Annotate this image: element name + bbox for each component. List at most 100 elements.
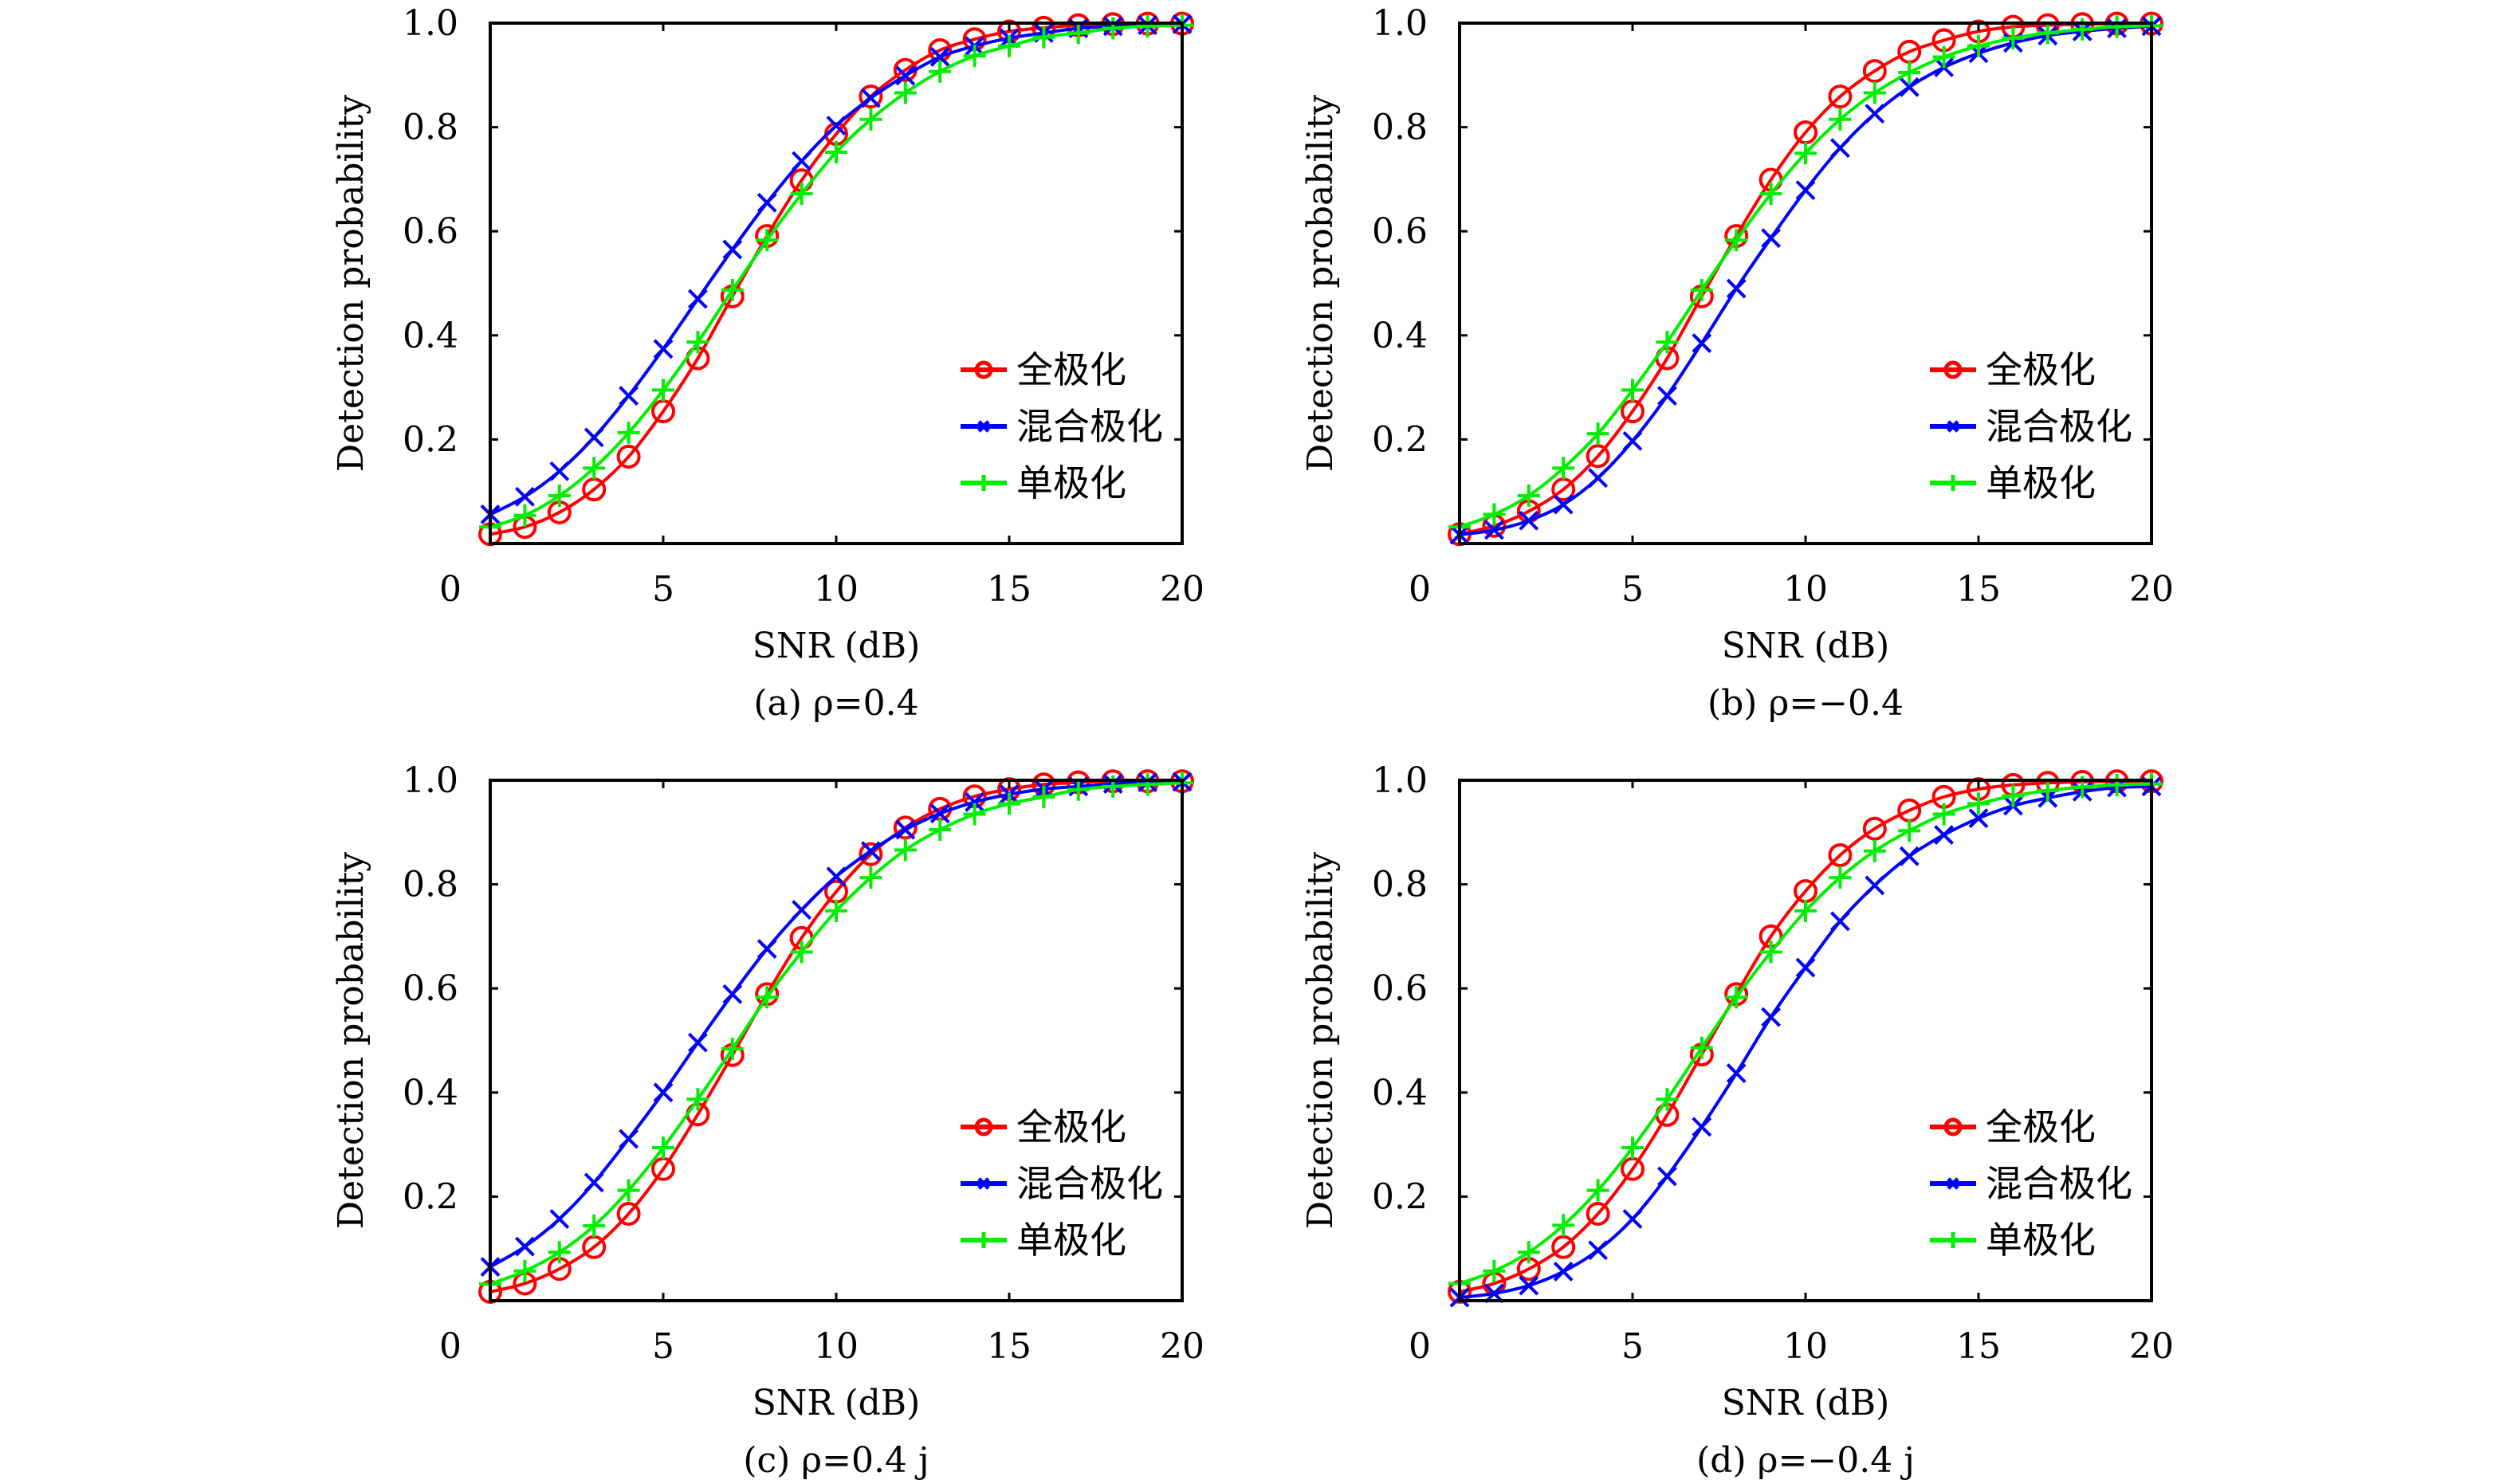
data-point: [895, 65, 916, 86]
data-point: [1692, 1117, 1712, 1137]
series-group: [478, 769, 1194, 1304]
y-tick-label: 1.0: [403, 3, 458, 44]
series-2: [1448, 772, 2163, 1295]
legend-item-1: 混合极化: [961, 1162, 1163, 1205]
data-point: [1519, 1275, 1539, 1296]
legend-label: 混合极化: [1986, 1162, 2132, 1205]
data-point: [998, 34, 1020, 57]
legend-label: 单极化: [1016, 461, 1126, 504]
x-marker-stroke: [722, 983, 743, 1004]
x-marker-stroke: [687, 1032, 708, 1053]
legend-item-0: 全极化: [1930, 348, 2096, 391]
data-point: [584, 1172, 604, 1193]
x-marker-stroke: [653, 339, 674, 359]
data-point: [1865, 104, 1885, 124]
y-tick-label: 0.2: [1372, 1176, 1428, 1217]
data-point: [1586, 422, 1609, 446]
legend-label: 混合极化: [1016, 1162, 1163, 1205]
data-point: [1932, 45, 1955, 69]
panel-caption: (d) ρ=−0.4 j: [1696, 1440, 1915, 1481]
legend-label: 混合极化: [1016, 405, 1163, 448]
x-tick-label: 20: [1160, 1326, 1204, 1367]
data-point: [2105, 15, 2128, 38]
data-point: [1725, 986, 1748, 1009]
data-point: [1828, 843, 1853, 868]
x-marker-stroke: [1795, 957, 1816, 978]
x-marker-stroke: [756, 939, 777, 959]
data-point: [859, 108, 882, 131]
x-marker-stroke: [1622, 430, 1643, 451]
data-point: [548, 484, 571, 507]
x-marker-stroke: [1899, 77, 1920, 97]
data-point: [1862, 816, 1887, 841]
data-point: [1690, 1036, 1713, 1059]
x-marker-stroke: [1656, 1166, 1677, 1187]
data-point: [514, 1236, 535, 1257]
x-marker-stroke: [1553, 494, 1574, 515]
legend-item-2: 单极化: [961, 1219, 1126, 1262]
x-marker-stroke: [549, 1209, 570, 1229]
data-point: [1588, 1240, 1609, 1261]
x-marker-stroke: [1865, 104, 1885, 124]
y-tick-label: 0.4: [1372, 1073, 1428, 1113]
y-axis-label: Detection probability: [331, 852, 371, 1229]
y-tick-label: 0.4: [403, 316, 458, 356]
data-point: [1898, 61, 1921, 84]
x-marker-stroke: [584, 427, 604, 448]
x-marker-stroke: [895, 65, 916, 86]
circle-marker-icon: [974, 1117, 993, 1137]
x-marker-stroke: [687, 289, 708, 309]
x-axis-label: SNR (dB): [753, 626, 921, 666]
data-point: [1586, 1201, 1610, 1226]
panel-caption: (a) ρ=0.4: [753, 683, 918, 724]
x-tick-label: 0: [439, 1326, 462, 1367]
legend-item-2: 单极化: [961, 461, 1126, 504]
data-point: [929, 803, 950, 824]
data-point: [616, 1201, 641, 1226]
x-tick-label: 20: [1160, 569, 1204, 610]
data-point: [686, 1088, 709, 1111]
data-point: [1102, 17, 1125, 40]
data-point: [1517, 1241, 1540, 1264]
x-marker-icon: [977, 420, 990, 433]
x-marker-icon: [1947, 420, 1959, 433]
data-point: [1622, 1209, 1643, 1229]
x-marker-stroke: [929, 803, 950, 824]
legend-label: 全极化: [1986, 348, 2096, 391]
data-point: [1829, 108, 1852, 131]
y-axis-label: Detection probability: [1300, 95, 1341, 472]
data-point: [1932, 803, 1955, 826]
data-point: [1586, 444, 1610, 469]
x-axis-label: SNR (dB): [1722, 626, 1890, 666]
data-point: [1136, 773, 1159, 796]
data-point: [1726, 1063, 1747, 1084]
x-tick-label: 15: [1956, 569, 2001, 610]
data-point: [756, 986, 779, 1009]
x-axis-label: SNR (dB): [753, 1383, 921, 1423]
data-point: [1934, 825, 1955, 845]
panel-a: 0 5 10 15 20 0.2 0.4 0.6 0.8 1.0 SNR (dB) Detection…: [331, 3, 1204, 724]
x-axis-label: SNR (dB): [1722, 1383, 1890, 1423]
x-marker-stroke: [792, 900, 812, 921]
legend-item-1: 混合极化: [1930, 405, 2132, 448]
x-marker-stroke: [584, 1172, 604, 1193]
x-marker-stroke: [1692, 1117, 1712, 1137]
x-marker-stroke: [514, 486, 535, 507]
x-tick-label: 15: [987, 569, 1032, 610]
data-point: [1899, 846, 1920, 866]
data-point: [1862, 59, 1887, 84]
x-marker-stroke: [1934, 825, 1955, 845]
data-point: [1136, 14, 1159, 37]
x-tick-label: 15: [987, 1326, 1032, 1367]
data-point: [860, 88, 881, 108]
data-point: [1761, 228, 1782, 249]
x-tick-label: 5: [1621, 1326, 1644, 1367]
x-marker-stroke: [826, 866, 847, 887]
data-point: [616, 444, 641, 469]
data-point: [619, 386, 639, 406]
data-point: [1032, 785, 1055, 808]
data-point: [1794, 899, 1817, 922]
data-point: [895, 819, 916, 840]
x-marker-stroke: [1519, 1275, 1539, 1296]
